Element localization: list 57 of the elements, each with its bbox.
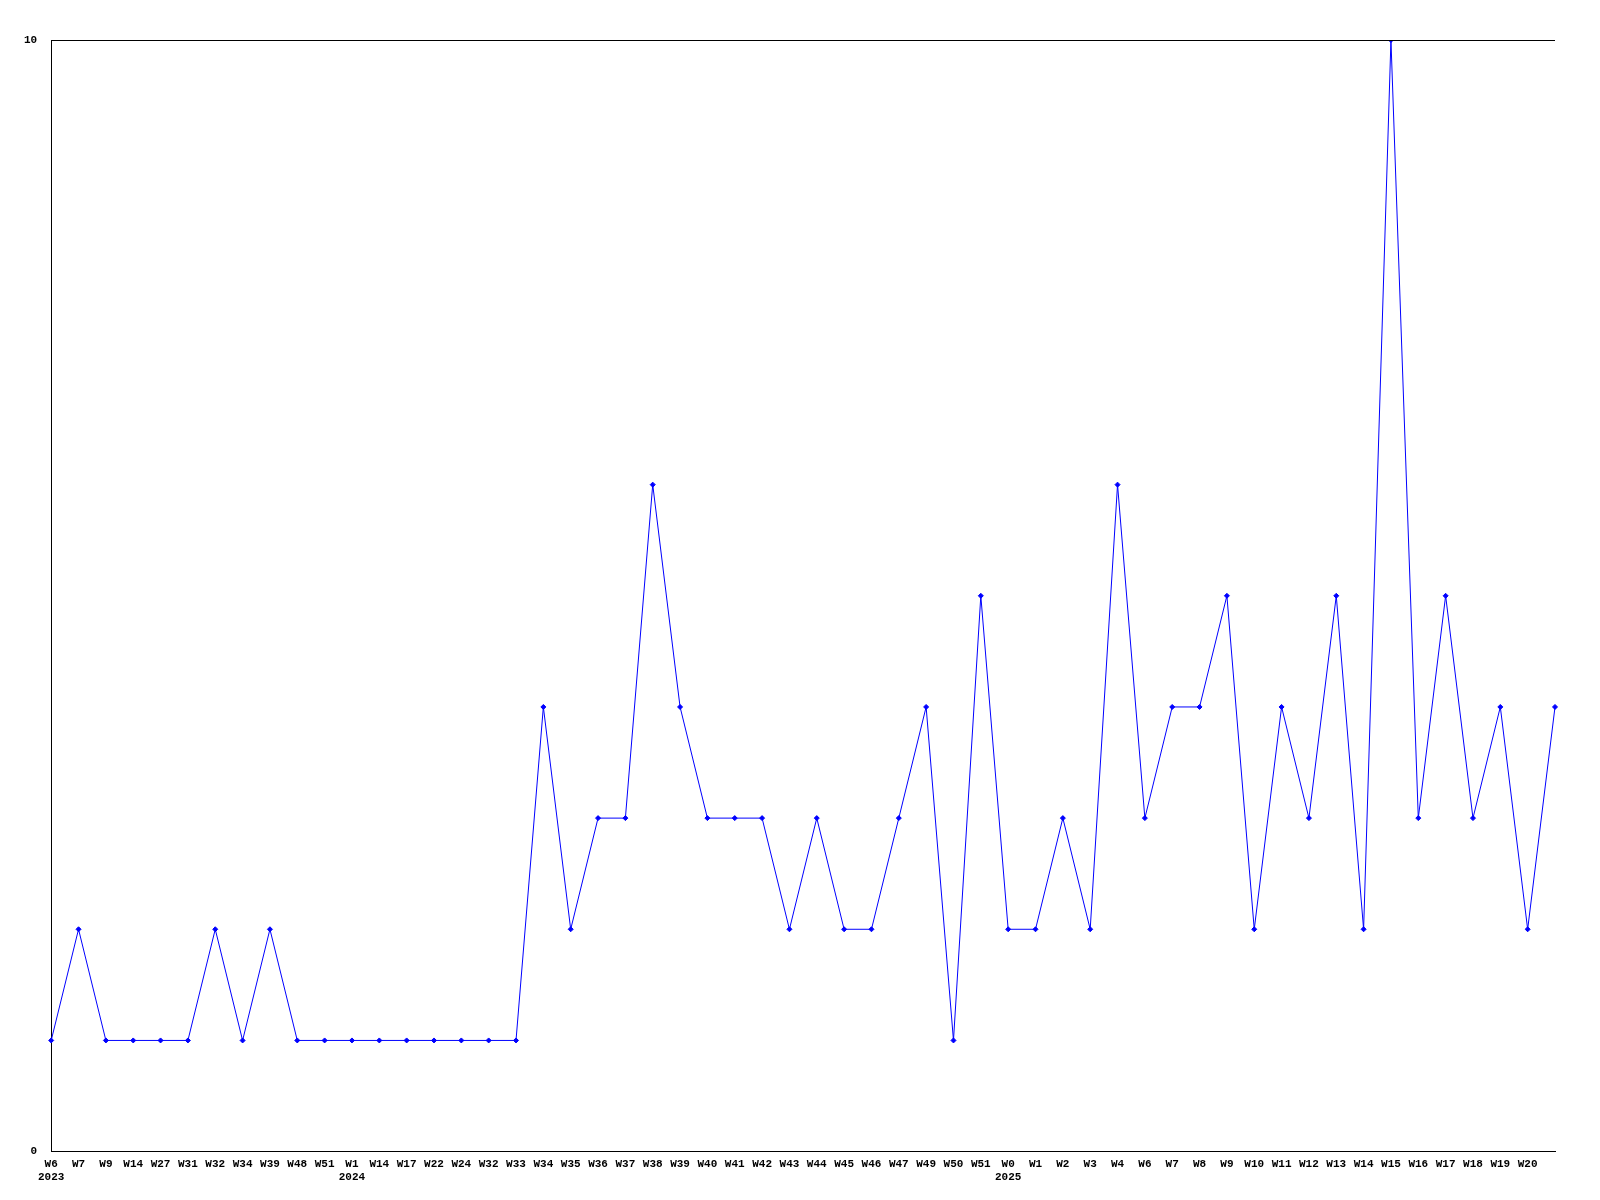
x-tick-label: W15 bbox=[1381, 1157, 1402, 1170]
x-tick-label: W32 bbox=[205, 1157, 226, 1170]
x-tick-label: W0 2025 bbox=[994, 1157, 1022, 1184]
x-tick-label: W9 bbox=[99, 1157, 113, 1170]
y-tick-label: 10 bbox=[24, 33, 38, 46]
x-tick-label: W43 bbox=[779, 1157, 800, 1170]
x-tick-label: W10 bbox=[1244, 1157, 1265, 1170]
x-tick-label: W47 bbox=[888, 1157, 909, 1170]
x-tick-label: W22 bbox=[424, 1157, 444, 1170]
x-tick-label: W31 bbox=[178, 1157, 199, 1170]
x-tick-label: W44 bbox=[806, 1157, 828, 1170]
x-tick-label: W51 bbox=[970, 1157, 992, 1170]
x-tick-label: W41 bbox=[724, 1157, 746, 1170]
x-tick-label: W1 bbox=[1028, 1157, 1043, 1170]
x-tick-label: W4 bbox=[1110, 1157, 1125, 1170]
x-tick-label: W37 bbox=[615, 1157, 636, 1170]
x-tick-label: W45 bbox=[834, 1157, 855, 1170]
x-tick-label: W27 bbox=[150, 1157, 171, 1170]
x-tick-label: W39 bbox=[670, 1157, 690, 1170]
y-tick-label: 0 bbox=[30, 1145, 38, 1158]
x-tick-label: W49 bbox=[916, 1157, 937, 1170]
x-tick-label: W7 bbox=[71, 1157, 86, 1170]
x-tick-label: W32 bbox=[478, 1157, 499, 1170]
x-tick-label: W33 bbox=[506, 1157, 527, 1170]
x-tick-label: W1 2024 bbox=[338, 1157, 366, 1184]
x-tick-label: W6 bbox=[1138, 1157, 1152, 1170]
x-tick-label: W20 bbox=[1517, 1157, 1538, 1170]
x-tick-label: W13 bbox=[1326, 1157, 1347, 1170]
x-tick-label: W3 bbox=[1083, 1157, 1098, 1170]
x-tick-label: W42 bbox=[752, 1157, 772, 1170]
x-tick-label: W36 bbox=[588, 1157, 608, 1170]
x-tick-label: W17 bbox=[1435, 1157, 1456, 1170]
x-tick-label: W51 bbox=[314, 1157, 335, 1170]
x-tick-label: W12 bbox=[1299, 1157, 1319, 1170]
x-tick-label: W34 bbox=[232, 1157, 253, 1170]
x-tick-label: W46 bbox=[861, 1157, 882, 1170]
x-tick-label: W38 bbox=[642, 1157, 664, 1170]
x-tick-label: W14 bbox=[123, 1157, 144, 1170]
x-tick-label: W34 bbox=[533, 1157, 554, 1170]
x-tick-label: W11 bbox=[1271, 1157, 1292, 1170]
x-tick-label: W24 bbox=[451, 1157, 472, 1170]
x-tick-label: W19 bbox=[1490, 1157, 1511, 1170]
x-tick-label: W14 bbox=[1353, 1157, 1374, 1170]
x-tick-label: W17 bbox=[396, 1157, 417, 1170]
x-tick-label: W14 bbox=[369, 1157, 390, 1170]
x-tick-label: W50 bbox=[943, 1157, 964, 1170]
x-tick-label: W16 bbox=[1408, 1157, 1429, 1170]
x-tick-label: W18 bbox=[1463, 1157, 1484, 1170]
x-tick-label: W6 2023 bbox=[38, 1157, 65, 1184]
x-tick-label: W8 bbox=[1192, 1157, 1207, 1170]
x-tick-label: W2 bbox=[1056, 1157, 1070, 1170]
x-tick-label: W35 bbox=[560, 1157, 581, 1170]
x-tick-label: W7 bbox=[1165, 1157, 1179, 1170]
x-tick-label: W39 bbox=[260, 1157, 280, 1170]
x-tick-label: W9 bbox=[1220, 1157, 1234, 1170]
x-tick-label: W40 bbox=[697, 1157, 718, 1170]
x-tick-label: W48 bbox=[287, 1157, 308, 1170]
